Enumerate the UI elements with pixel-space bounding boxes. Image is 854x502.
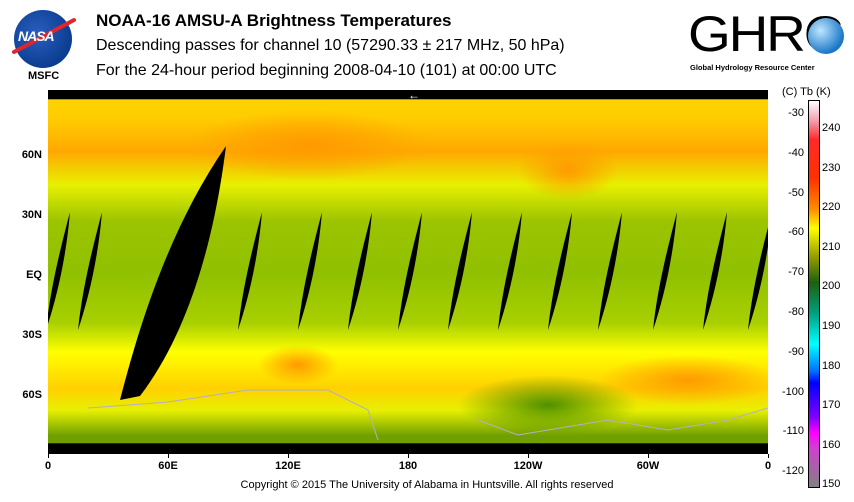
kelvin-tick: 160: [822, 438, 841, 451]
kelvin-tick: 200: [822, 280, 841, 293]
lon-label: 60E: [158, 460, 178, 472]
celsius-tick: -90: [788, 345, 804, 358]
celsius-tick: -120: [781, 465, 804, 478]
msfc-label: MSFC: [28, 70, 60, 82]
data-gap: [298, 212, 322, 330]
lon-tick: [648, 454, 649, 458]
lon-label: 60W: [636, 460, 660, 472]
lon-label: 0: [44, 460, 52, 472]
lon-label: 120E: [275, 460, 301, 472]
data-gap: [748, 212, 772, 330]
cool-region: [458, 375, 638, 435]
celsius-tick: -110: [782, 425, 804, 438]
celsius-tick: -30: [788, 107, 804, 119]
colorbar-header: (C) Tb (K): [782, 86, 831, 98]
warm-region: [258, 345, 338, 385]
data-gap: [548, 212, 572, 330]
celsius-tick: -50: [788, 186, 804, 199]
lon-label: 180: [398, 460, 418, 472]
kelvin-tick: 240: [822, 122, 841, 134]
copyright: Copyright © 2015 The University of Alaba…: [240, 479, 614, 491]
kelvin-tick: 170: [822, 399, 841, 412]
data-gap: [78, 212, 102, 330]
nasa-logo: NASA: [11, 10, 77, 68]
data-gap: [238, 212, 262, 330]
celsius-tick: -80: [788, 306, 804, 318]
lat-label: 30S: [22, 329, 42, 341]
kelvin-tick: 190: [822, 320, 841, 332]
data-gaps: [46, 146, 772, 400]
data-gap: [46, 212, 70, 330]
kelvin-tick: 230: [822, 161, 841, 174]
lat-label: 30N: [21, 209, 42, 221]
coastline-antarctica: [87, 389, 379, 441]
data-gap: [703, 212, 727, 330]
lon-label: 0: [764, 460, 772, 472]
celsius-tick: -60: [788, 226, 804, 239]
data-gap: [653, 212, 677, 330]
data-gap: [448, 212, 472, 330]
data-gap: [598, 212, 622, 330]
period: For the 24-hour period beginning 2008-04…: [96, 62, 557, 79]
lon-tick: [528, 454, 529, 458]
celsius-tick: -70: [788, 266, 804, 279]
colorbar: [808, 100, 820, 488]
lon-tick: [408, 454, 409, 458]
warm-region: [518, 140, 618, 200]
coastline-antarctica: [477, 407, 769, 436]
data-gap: [120, 146, 226, 400]
warm-region: [598, 355, 778, 405]
lat-label: 60S: [22, 389, 42, 401]
globe-icon: [808, 18, 844, 54]
brightness-temperature-map: ←: [46, 88, 778, 454]
lon-tick: [48, 454, 49, 458]
lon-tick: [768, 454, 769, 458]
lat-label: 60N: [21, 149, 42, 161]
data-gap: [348, 212, 372, 330]
lat-label: EQ: [26, 269, 42, 281]
kelvin-tick: 220: [822, 201, 841, 214]
warm-region: [188, 110, 428, 180]
kelvin-tick: 150: [822, 478, 841, 491]
lon-tick: [168, 454, 169, 458]
lon-label: 120W: [513, 460, 543, 472]
data-gap: [498, 212, 522, 330]
celsius-tick: -100: [781, 385, 804, 398]
data-gap: [398, 212, 422, 330]
subtitle: Descending passes for channel 10 (57290.…: [96, 37, 565, 54]
ghrc-subtitle: Global Hydrology Resource Center: [690, 63, 815, 72]
direction-arrow-icon: ←: [408, 88, 420, 102]
page-title: NOAA-16 AMSU-A Brightness Temperatures: [96, 11, 452, 30]
lon-tick: [288, 454, 289, 458]
celsius-tick: -40: [788, 146, 804, 159]
kelvin-tick: 210: [822, 240, 841, 253]
kelvin-tick: 180: [822, 359, 841, 372]
